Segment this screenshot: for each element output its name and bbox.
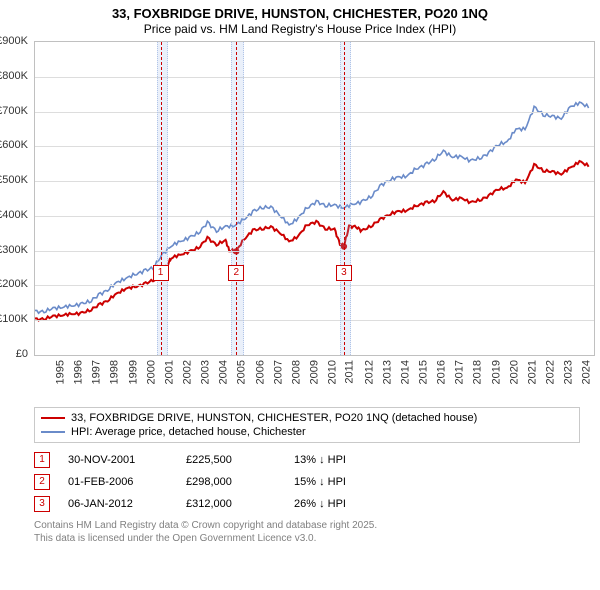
title-line1: 33, FOXBRIDGE DRIVE, HUNSTON, CHICHESTER… bbox=[0, 6, 600, 22]
x-axis-label: 2014 bbox=[399, 360, 411, 384]
x-axis-label: 1998 bbox=[109, 360, 121, 384]
y-axis-label: £100K bbox=[0, 313, 28, 325]
transaction-marker-icon: 1 bbox=[34, 452, 50, 468]
x-axis-label: 2009 bbox=[309, 360, 321, 384]
gridline bbox=[35, 112, 594, 113]
chart: 1 2 3 £0 £100K £200K £300K £400K £500K £600K £700… bbox=[0, 36, 600, 401]
y-axis-label: £600K bbox=[0, 139, 28, 151]
highlight-band bbox=[340, 42, 351, 355]
x-axis-label: 2024 bbox=[581, 360, 593, 384]
legend-swatch-blue bbox=[41, 431, 65, 433]
x-axis-label: 2023 bbox=[563, 360, 575, 384]
marker-label: 3 bbox=[336, 265, 352, 281]
legend-label: HPI: Average price, detached house, Chic… bbox=[71, 426, 306, 438]
x-axis-label: 2012 bbox=[363, 360, 375, 384]
x-axis-label: 2005 bbox=[236, 360, 248, 384]
transaction-row: 3 06-JAN-2012 £312,000 26% ↓ HPI bbox=[34, 493, 580, 515]
marker-line bbox=[344, 42, 345, 355]
x-axis-label: 2013 bbox=[381, 360, 393, 384]
x-axis-label: 2017 bbox=[454, 360, 466, 384]
gridline bbox=[35, 320, 594, 321]
marker-label: 2 bbox=[228, 265, 244, 281]
marker-label: 1 bbox=[153, 265, 169, 281]
marker-line bbox=[161, 42, 162, 355]
x-axis-label: 1995 bbox=[54, 360, 66, 384]
legend-item: HPI: Average price, detached house, Chic… bbox=[41, 425, 573, 439]
transaction-diff: 13% ↓ HPI bbox=[294, 454, 384, 466]
x-axis-label: 2004 bbox=[218, 360, 230, 384]
x-axis-label: 2001 bbox=[163, 360, 175, 384]
x-axis-label: 2019 bbox=[490, 360, 502, 384]
y-axis-label: £800K bbox=[0, 70, 28, 82]
x-axis-label: 2016 bbox=[436, 360, 448, 384]
y-axis-label: £500K bbox=[0, 174, 28, 186]
gridline bbox=[35, 146, 594, 147]
transaction-date: 30-NOV-2001 bbox=[68, 454, 168, 466]
gridline bbox=[35, 216, 594, 217]
y-axis-label: £300K bbox=[0, 244, 28, 256]
x-axis-label: 2006 bbox=[254, 360, 266, 384]
legend-label: 33, FOXBRIDGE DRIVE, HUNSTON, CHICHESTER… bbox=[71, 412, 477, 424]
transaction-row: 1 30-NOV-2001 £225,500 13% ↓ HPI bbox=[34, 449, 580, 471]
x-axis-label: 2011 bbox=[344, 360, 356, 384]
marker-line bbox=[236, 42, 237, 355]
license-text: Contains HM Land Registry data © Crown c… bbox=[34, 519, 580, 545]
gridline bbox=[35, 251, 594, 252]
legend-item: 33, FOXBRIDGE DRIVE, HUNSTON, CHICHESTER… bbox=[41, 411, 573, 425]
transaction-date: 06-JAN-2012 bbox=[68, 498, 168, 510]
x-axis-label: 2018 bbox=[472, 360, 484, 384]
transaction-date: 01-FEB-2006 bbox=[68, 476, 168, 488]
legend: 33, FOXBRIDGE DRIVE, HUNSTON, CHICHESTER… bbox=[34, 407, 580, 443]
transaction-price: £225,500 bbox=[186, 454, 276, 466]
chart-lines bbox=[35, 42, 594, 355]
transaction-diff: 26% ↓ HPI bbox=[294, 498, 384, 510]
x-axis-label: 2022 bbox=[545, 360, 557, 384]
transaction-row: 2 01-FEB-2006 £298,000 15% ↓ HPI bbox=[34, 471, 580, 493]
transaction-price: £312,000 bbox=[186, 498, 276, 510]
gridline bbox=[35, 77, 594, 78]
license-line2: This data is licensed under the Open Gov… bbox=[34, 532, 580, 545]
y-axis-label: £400K bbox=[0, 209, 28, 221]
title-line2: Price paid vs. HM Land Registry's House … bbox=[0, 22, 600, 36]
series-hpi bbox=[35, 102, 589, 313]
plot-area: 1 2 3 bbox=[34, 41, 595, 356]
chart-title: 33, FOXBRIDGE DRIVE, HUNSTON, CHICHESTER… bbox=[0, 0, 600, 36]
x-axis-label: 2003 bbox=[200, 360, 212, 384]
transaction-diff: 15% ↓ HPI bbox=[294, 476, 384, 488]
transaction-marker-icon: 2 bbox=[34, 474, 50, 490]
transaction-marker-icon: 3 bbox=[34, 496, 50, 512]
x-axis-label: 2000 bbox=[145, 360, 157, 384]
x-axis-label: 2008 bbox=[290, 360, 302, 384]
y-axis-label: £200K bbox=[0, 278, 28, 290]
series-property bbox=[35, 161, 589, 321]
y-axis-label: £0 bbox=[0, 348, 28, 360]
x-axis-label: 2015 bbox=[417, 360, 429, 384]
gridline bbox=[35, 285, 594, 286]
x-axis-label: 2002 bbox=[182, 360, 194, 384]
x-axis-label: 1996 bbox=[73, 360, 85, 384]
gridline bbox=[35, 181, 594, 182]
x-axis-label: 2021 bbox=[526, 360, 538, 384]
x-axis-label: 1999 bbox=[127, 360, 139, 384]
transaction-price: £298,000 bbox=[186, 476, 276, 488]
license-line1: Contains HM Land Registry data © Crown c… bbox=[34, 519, 580, 532]
highlight-band bbox=[157, 42, 168, 355]
x-axis-label: 2007 bbox=[272, 360, 284, 384]
highlight-band bbox=[231, 42, 244, 355]
y-axis-label: £900K bbox=[0, 35, 28, 47]
x-axis-label: 2020 bbox=[508, 360, 520, 384]
x-axis-label: 2010 bbox=[327, 360, 339, 384]
transaction-list: 1 30-NOV-2001 £225,500 13% ↓ HPI 2 01-FE… bbox=[34, 449, 580, 515]
legend-swatch-red bbox=[41, 417, 65, 419]
x-axis-label: 1997 bbox=[91, 360, 103, 384]
y-axis-label: £700K bbox=[0, 105, 28, 117]
